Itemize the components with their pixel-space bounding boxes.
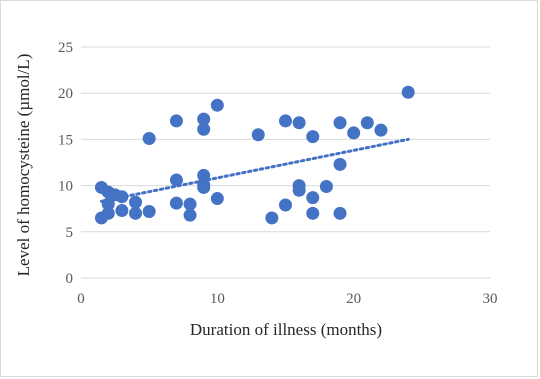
data-point [292,116,306,130]
data-point [197,122,211,136]
data-point [333,157,347,171]
data-point [197,112,211,126]
trendline [99,137,410,203]
trendline-group [99,137,410,203]
data-point [306,130,320,144]
data-point [292,183,306,197]
data-point [374,123,388,137]
y-tick-label: 25 [58,40,73,56]
data-point [169,114,183,128]
data-point [265,211,279,225]
x-tick-label: 10 [210,291,225,307]
data-point [210,192,224,206]
data-point [251,128,265,142]
x-axis-title: Duration of illness (months) [190,320,382,339]
data-point [347,126,361,140]
data-point [183,197,197,211]
y-tick-label: 20 [58,86,73,102]
data-point [210,98,224,112]
data-point [333,116,347,130]
y-tick-label: 15 [58,132,73,148]
data-point [306,206,320,220]
data-point [306,191,320,205]
data-point [101,197,115,211]
data-point [115,204,129,218]
data-point [101,206,115,220]
y-tick-label: 0 [66,271,74,287]
data-point [279,198,292,212]
y-axis-title: Level of homocysteine (µmol/L) [14,54,33,277]
data-point [169,173,183,187]
data-point [129,206,143,220]
data-point [183,208,197,222]
y-tick-label: 10 [58,179,73,195]
y-tick-label: 5 [66,225,74,241]
data-point [279,114,292,128]
data-point [129,195,143,209]
data-point [169,196,183,210]
x-tick-label: 30 [483,291,498,307]
data-point [142,204,156,218]
data-point [360,116,374,130]
gridlines [81,46,490,279]
data-point [333,206,347,220]
data-point [197,180,211,194]
data-points [94,85,415,225]
y-axis-ticks: 0 5 10 15 20 25 [58,40,73,287]
data-point [401,85,415,99]
data-point [319,180,333,194]
x-axis-ticks: 0 10 20 30 [77,291,497,307]
data-point [115,190,129,204]
x-tick-label: 20 [346,291,361,307]
x-tick-label: 0 [77,291,85,307]
data-point [197,168,211,182]
data-point [142,131,156,145]
